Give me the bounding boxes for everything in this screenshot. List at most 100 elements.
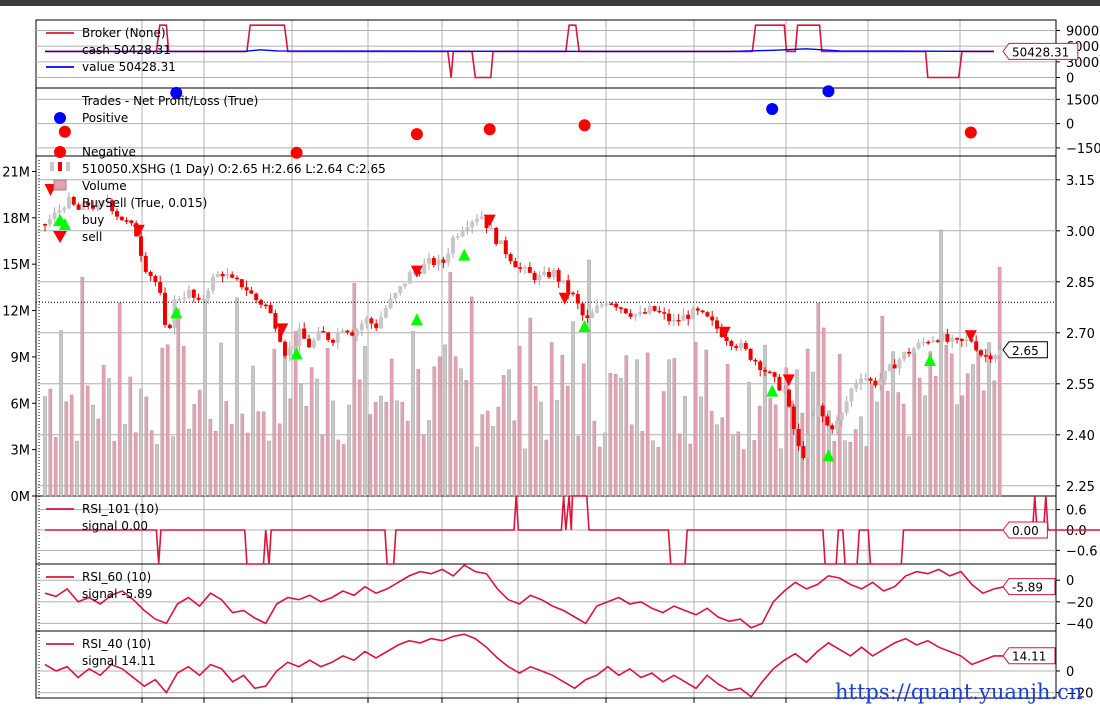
volume-bar-178: [992, 380, 997, 497]
candle-body-26: [167, 324, 172, 329]
volume-bar-109: [624, 355, 629, 497]
candle-body-92: [484, 216, 489, 229]
candle-body-33: [201, 298, 206, 301]
candle-body-164: [830, 425, 835, 430]
volume-bar-159: [891, 351, 895, 497]
volume-bar-136: [768, 397, 773, 497]
vol-tick-label-1: 18M: [2, 212, 30, 227]
buy-marker-4: [458, 248, 471, 261]
candle-body-126: [647, 306, 652, 314]
volume-bar-103: [592, 420, 597, 497]
candle-body-116: [599, 304, 604, 307]
volume-bar-155: [869, 384, 874, 497]
candle-body-74: [398, 286, 403, 294]
candle-body-96: [503, 240, 508, 255]
volume-bar-80: [469, 296, 474, 497]
price-legend-candle-up-0: [50, 162, 54, 171]
candle-body-114: [590, 312, 595, 318]
candle-body-181: [911, 348, 916, 354]
candle-body-165: [835, 420, 839, 430]
broker-legend-label-0: Broker (None): [82, 26, 166, 40]
volume-bar-132: [747, 381, 751, 497]
broker-legend-label-2: value 50428.31: [82, 60, 176, 74]
candle-body-37: [220, 273, 225, 277]
candle-body-133: [681, 314, 686, 321]
candle-body-115: [595, 305, 599, 313]
volume-bar-29: [197, 389, 202, 497]
candle-body-4: [62, 208, 67, 211]
candle-body-106: [551, 270, 556, 278]
rsi40-last-value-box: [1002, 647, 1056, 665]
candle-body-132: [676, 319, 681, 322]
price-legend-swatch-4: [53, 231, 67, 243]
volume-bar-74: [437, 356, 442, 497]
candle-body-44: [254, 293, 259, 301]
candle-body-137: [700, 310, 705, 313]
price-legend-swatch-1: [53, 179, 67, 191]
candle-body-56: [311, 340, 316, 348]
candle-body-18: [129, 220, 134, 224]
candle-body-42: [244, 287, 249, 291]
rsi60-signal-line: [44, 564, 1006, 629]
volume-bar-124: [704, 349, 709, 497]
candle-body-79: [422, 263, 427, 274]
volume-bar-130: [736, 431, 741, 497]
candle-body-5: [67, 196, 71, 209]
volume-bar-10: [96, 418, 101, 497]
candle-body-105: [547, 271, 551, 278]
candle-body-123: [633, 314, 638, 317]
candle-body-22: [148, 271, 153, 277]
candle-body-163: [825, 416, 830, 426]
volume-bar-31: [208, 419, 213, 497]
candle-body-53: [297, 328, 302, 347]
candle-body-65: [355, 329, 359, 336]
rsi60-ytick-label-0: 0: [1066, 574, 1074, 589]
volume-bar-134: [757, 405, 762, 497]
trades-legend-label-3: Negative: [82, 145, 136, 159]
candle-body-162: [820, 405, 825, 417]
volume-bar-137: [773, 404, 778, 497]
positive-trade-marker-1: [766, 103, 779, 116]
volume-bar-51: [315, 378, 319, 497]
price-legend-candle-up2-0: [66, 162, 70, 171]
candle-body-43: [249, 290, 254, 294]
candle-body-47: [268, 305, 273, 314]
rsi60-ytick-label-1: −20: [1066, 596, 1093, 611]
volume-bar-98: [565, 385, 570, 497]
price-last-value-label: 2.65: [1012, 344, 1039, 358]
candle-body-198: [993, 355, 998, 360]
volume-bar-125: [709, 410, 714, 497]
rsi101-ytick-label-1: 0.0: [1066, 524, 1087, 539]
volume-bar-127: [720, 417, 725, 497]
price-legend-label-3: buy: [82, 213, 104, 227]
volume-bar-116: [661, 391, 666, 497]
rsi101-ytick-label-0: 0.6: [1066, 504, 1087, 519]
candle-body-177: [892, 364, 897, 369]
watermark: https://quant.yuanjh.cn: [835, 680, 1083, 704]
candle-body-85: [451, 237, 455, 254]
volume-bar-54: [331, 400, 335, 497]
volume-bar-13: [112, 441, 117, 497]
volume-bar-83: [485, 410, 490, 497]
volume-bar-79: [464, 380, 469, 497]
candle-body-35: [211, 277, 215, 291]
volume-bar-107: [613, 373, 618, 497]
rsi40-panel-frame: [35, 630, 1057, 699]
volume-bar-53: [325, 347, 330, 497]
candle-body-124: [638, 312, 643, 315]
price-legend-label-4: sell: [82, 230, 102, 244]
volume-bar-93: [539, 401, 543, 497]
candle-body-86: [455, 236, 460, 238]
volume-bar-135: [763, 344, 767, 497]
rsi60-ytick-label-2: −40: [1066, 617, 1093, 632]
candle-body-192: [964, 339, 969, 341]
volume-bar-57: [347, 404, 351, 497]
sell-marker-5: [558, 292, 571, 305]
volume-bar-77: [453, 356, 458, 497]
candle-body-112: [580, 303, 585, 316]
candle-body-171: [863, 378, 868, 381]
rsi101-last-value-box: [1002, 521, 1048, 539]
volume-bar-113: [645, 352, 650, 497]
candle-body-161: [815, 405, 820, 417]
candle-body-190: [955, 338, 959, 340]
